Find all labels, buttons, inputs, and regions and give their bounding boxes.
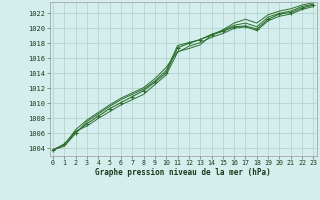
X-axis label: Graphe pression niveau de la mer (hPa): Graphe pression niveau de la mer (hPa) (95, 168, 271, 177)
